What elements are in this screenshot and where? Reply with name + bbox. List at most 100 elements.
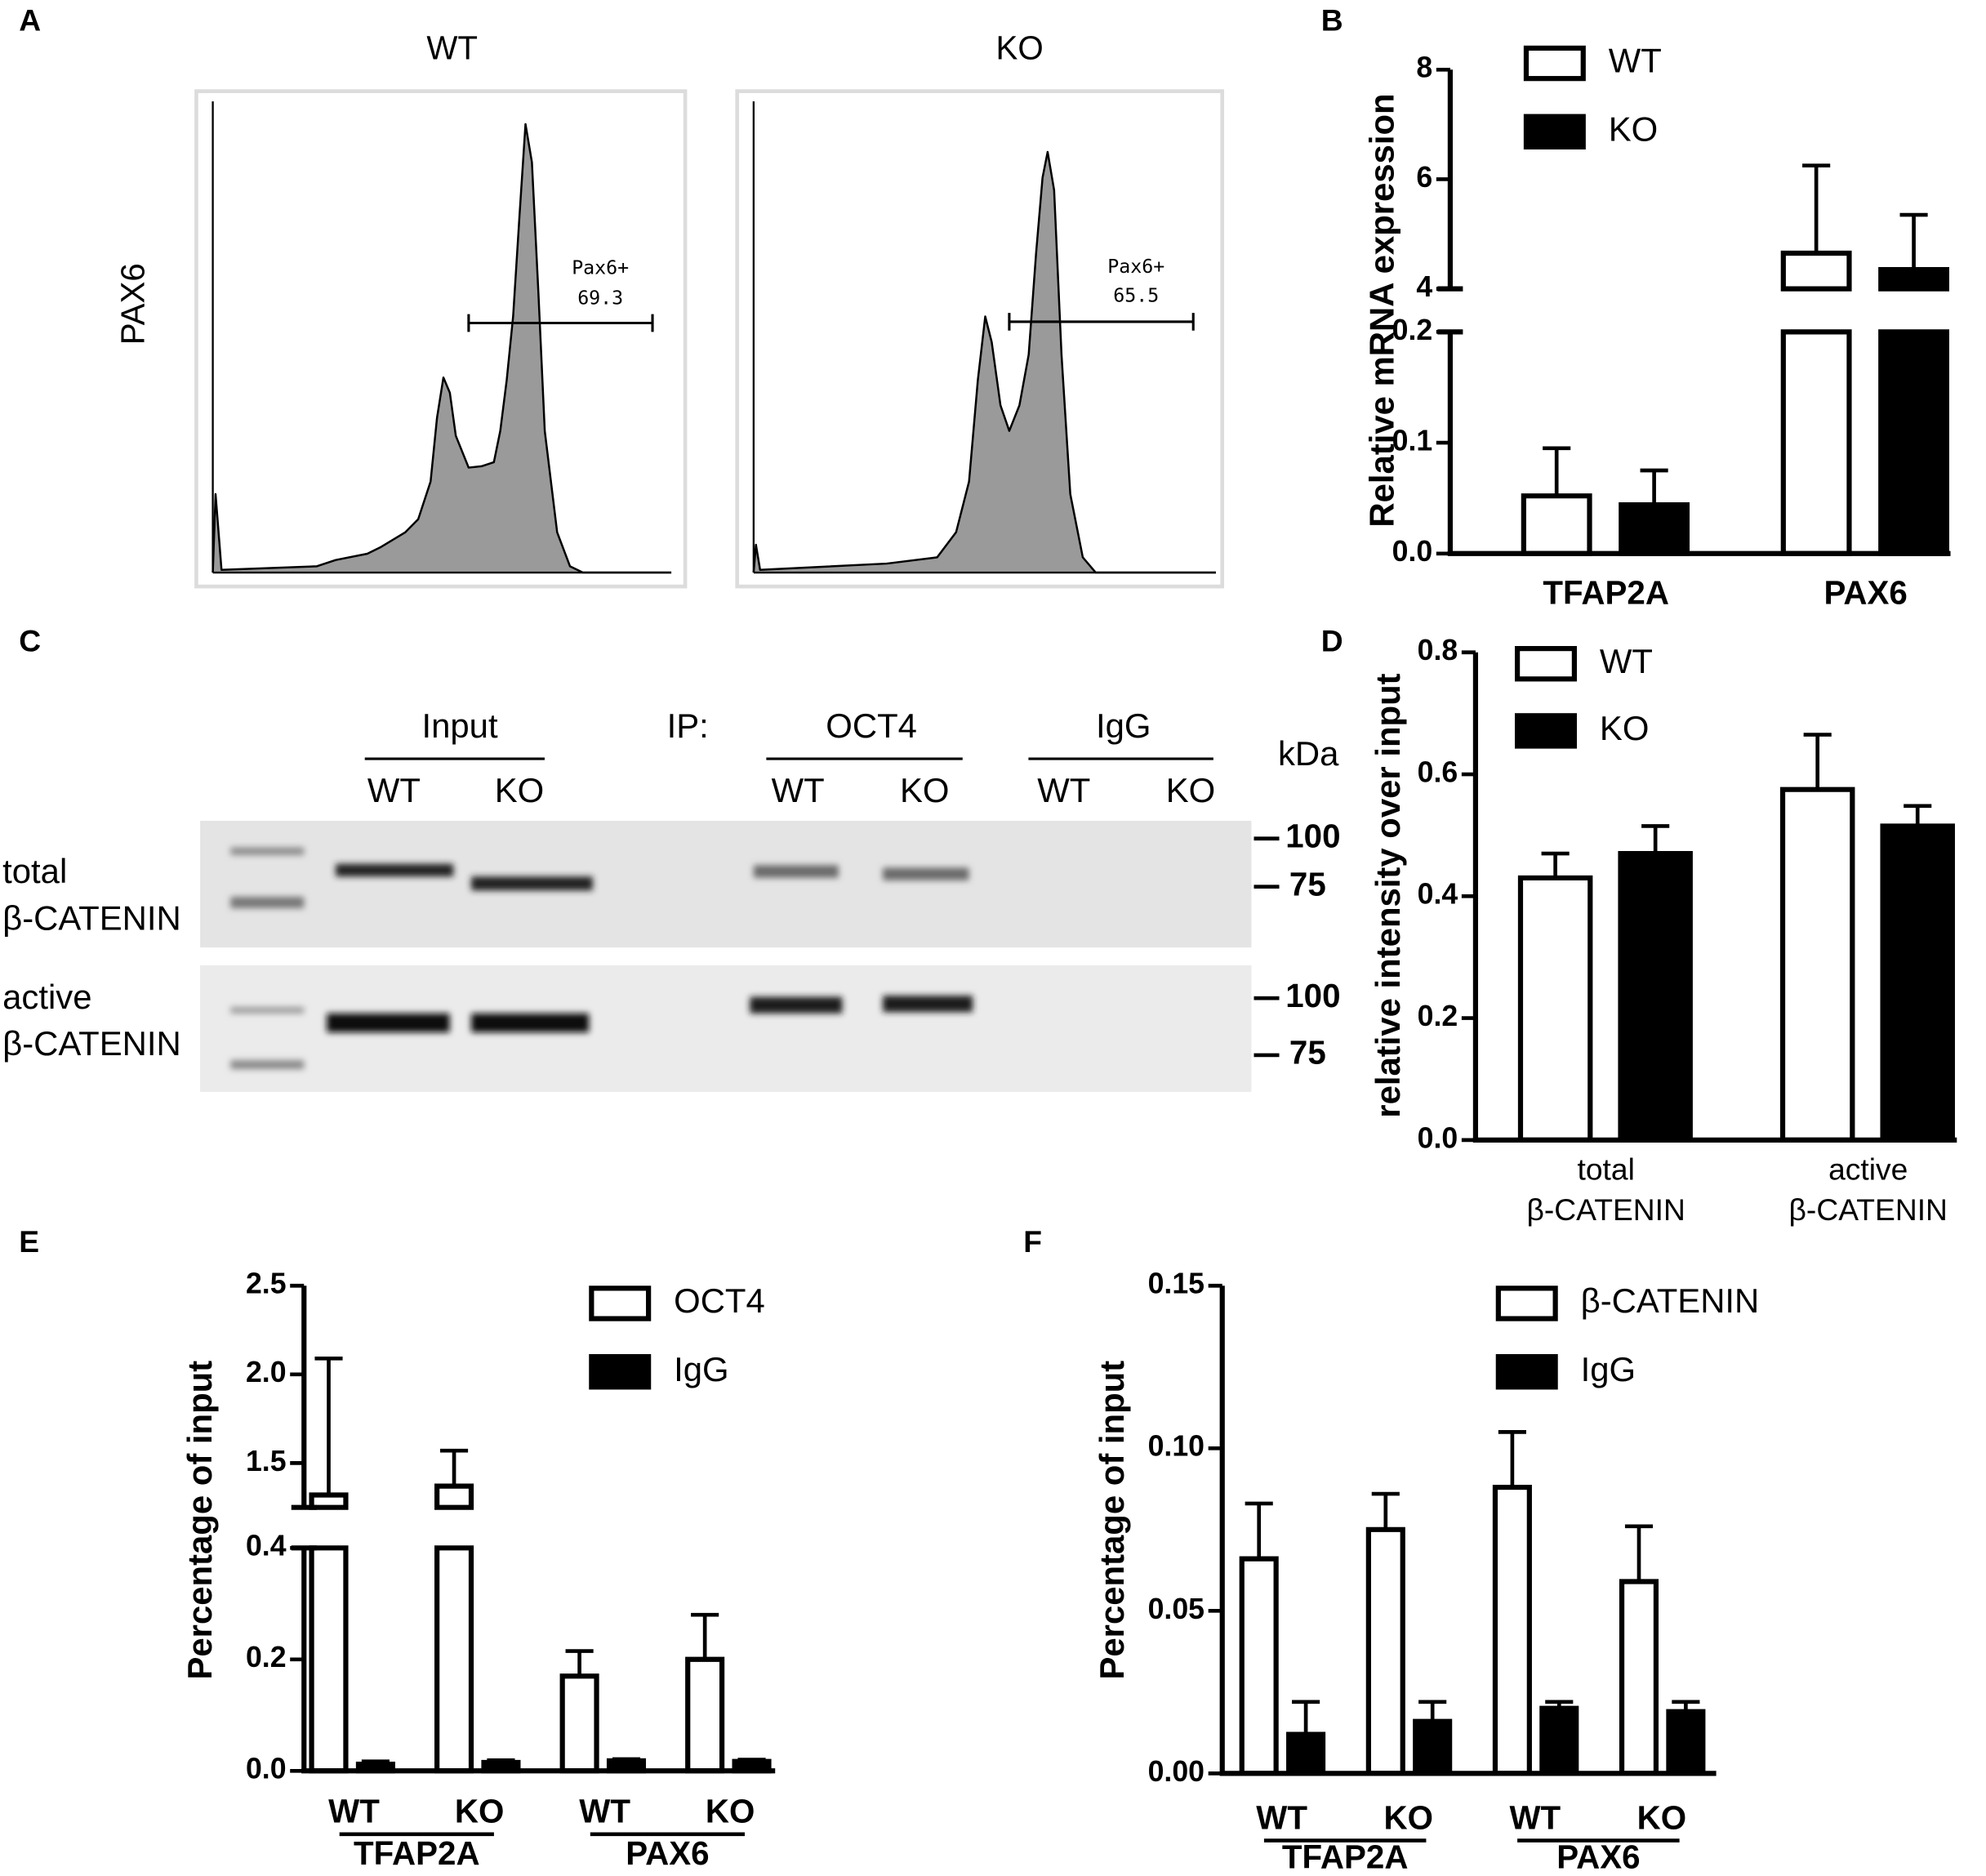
panel-letter: D <box>1321 624 1343 658</box>
bar <box>1880 823 1955 1143</box>
y-tick-label: 2.0 <box>246 1356 287 1388</box>
error-bar <box>1545 1700 1574 1709</box>
marker-label: 75 <box>1289 1034 1326 1072</box>
bar <box>1619 1579 1659 1776</box>
error-bar <box>439 1448 469 1486</box>
bar <box>1779 786 1855 1143</box>
group-label: TFAP2A <box>354 1834 480 1872</box>
y-tick-label: 0.00 <box>1148 1755 1205 1788</box>
x-tick-label: WT <box>1256 1798 1307 1836</box>
y-tick-label: 0.4 <box>1418 878 1458 911</box>
bar <box>1517 875 1593 1143</box>
band <box>470 1013 590 1033</box>
bar <box>1666 1709 1706 1776</box>
lane-label: KO <box>1166 771 1215 809</box>
marker-label: 100 <box>1285 977 1340 1014</box>
band <box>753 865 839 878</box>
x-tick-label: PAX6 <box>1823 574 1907 612</box>
bar <box>1365 1526 1405 1776</box>
western-blot: C Input IP: OCT4 IgG WT KO WT KO WT KO k… <box>2 624 1341 1092</box>
panel-letter: A <box>19 3 41 38</box>
bar <box>1619 501 1690 556</box>
error-bar <box>1541 851 1570 878</box>
legend-swatch <box>1495 1286 1558 1321</box>
lane-label: KO <box>495 771 544 809</box>
x-tick-label: KO <box>455 1793 504 1830</box>
bar <box>1780 250 1852 556</box>
error-bar <box>1641 824 1670 854</box>
error-bar <box>1640 468 1668 506</box>
error-bar <box>1245 1501 1273 1559</box>
bar <box>309 1492 349 1774</box>
error-bar <box>1418 1700 1447 1722</box>
band <box>883 996 973 1013</box>
error-bar <box>1672 1700 1700 1712</box>
bar <box>685 1656 725 1774</box>
x-tick-label: KO <box>1637 1798 1686 1836</box>
x-tick-label: WT <box>579 1793 630 1830</box>
x-tick-label: KO <box>1383 1798 1432 1836</box>
panel-letter: B <box>1321 3 1343 38</box>
error-bar <box>1904 804 1932 827</box>
ladder-band <box>230 1007 305 1014</box>
y-tick-label: 1.5 <box>246 1445 287 1477</box>
bar <box>434 1483 474 1774</box>
histogram-area <box>752 150 1216 574</box>
bar <box>1492 1484 1532 1776</box>
blot-membrane <box>200 821 1252 948</box>
lane-label: WT <box>772 771 825 809</box>
legend-label: β-CATENIN <box>1581 1281 1760 1320</box>
y-tick-label: 0.2 <box>246 1641 287 1673</box>
x-tick-label: total <box>1577 1152 1634 1186</box>
gate-label: Pax6+ <box>572 256 629 279</box>
y-tick-label: 0.10 <box>1148 1430 1205 1463</box>
bar <box>1618 850 1693 1143</box>
y-tick-label: 6 <box>1416 161 1432 194</box>
y-tick-label: 4 <box>1416 270 1432 303</box>
y-tick-label: 0.0 <box>1392 535 1433 568</box>
x-tick-label: WT <box>1509 1798 1561 1836</box>
x-tick-label: WT <box>328 1793 380 1830</box>
x-tick-label: β-CATENIN <box>1526 1192 1685 1227</box>
plot-frame <box>194 89 688 589</box>
chart-title: WT <box>426 29 478 67</box>
legend-label: WT <box>1600 642 1653 680</box>
y-tick-label: 0.6 <box>1418 755 1458 788</box>
band <box>750 996 843 1014</box>
gate-value: 65.5 <box>1113 284 1159 306</box>
error-bar <box>1899 212 1928 270</box>
error-bar <box>1371 1491 1400 1530</box>
y-tick-label: 0.4 <box>246 1530 287 1562</box>
error-bar <box>737 1758 766 1762</box>
error-bar <box>612 1757 641 1762</box>
gate-value: 69.3 <box>577 287 623 310</box>
legend-label: KO <box>1609 109 1658 148</box>
ladder-band <box>230 897 305 909</box>
y-tick-label: 0.15 <box>1148 1268 1205 1300</box>
error-bar <box>1802 163 1831 254</box>
row-label: total <box>2 852 67 890</box>
bar <box>1239 1556 1279 1776</box>
group-label: Input <box>421 706 497 745</box>
lane-label: WT <box>367 771 421 809</box>
error-bar <box>1803 733 1832 790</box>
bar <box>1286 1731 1326 1776</box>
y-tick-label: 0.2 <box>1392 314 1433 346</box>
legend-swatch <box>1523 114 1586 150</box>
gate-label: Pax6+ <box>1107 256 1164 278</box>
error-bar <box>1498 1430 1526 1488</box>
band <box>336 863 454 877</box>
x-tick-label: active <box>1828 1152 1908 1186</box>
legend-label: IgG <box>1581 1350 1636 1388</box>
panel-letter: F <box>1023 1224 1042 1259</box>
band <box>883 867 969 880</box>
row-label: active <box>2 978 91 1016</box>
y-tick-label: 0.0 <box>246 1753 287 1785</box>
x-tick-label: TFAP2A <box>1543 574 1669 612</box>
histogram-area <box>212 123 672 574</box>
y-axis-label: Relative mRNA expression <box>1362 93 1400 527</box>
bar <box>1413 1718 1453 1776</box>
lane-label: WT <box>1037 771 1090 809</box>
y-tick-label: 0.8 <box>1418 634 1458 666</box>
